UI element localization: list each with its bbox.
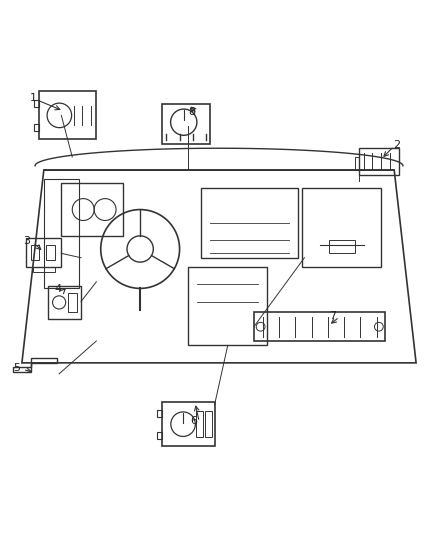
Text: 5: 5 bbox=[13, 363, 20, 373]
Bar bbox=[162, 104, 210, 144]
Bar bbox=[254, 312, 385, 341]
Text: 4: 4 bbox=[54, 284, 61, 294]
Bar bbox=[196, 411, 203, 437]
Bar bbox=[302, 188, 381, 266]
Bar bbox=[157, 432, 162, 439]
Bar bbox=[48, 286, 81, 319]
Bar bbox=[31, 245, 39, 260]
Bar bbox=[61, 183, 123, 236]
Bar bbox=[39, 91, 96, 140]
Text: 2: 2 bbox=[393, 140, 400, 150]
Bar bbox=[355, 157, 359, 170]
Text: 3: 3 bbox=[24, 236, 31, 246]
Bar bbox=[201, 188, 298, 258]
Bar bbox=[68, 293, 77, 312]
Bar bbox=[34, 100, 39, 107]
Bar bbox=[34, 124, 39, 131]
Bar bbox=[33, 266, 55, 272]
Bar bbox=[188, 266, 267, 345]
Text: 8: 8 bbox=[188, 107, 195, 117]
Bar bbox=[359, 148, 399, 174]
Bar bbox=[26, 238, 61, 266]
Bar bbox=[328, 240, 355, 253]
Bar bbox=[44, 179, 79, 288]
Text: 1: 1 bbox=[29, 93, 36, 103]
Text: 6: 6 bbox=[191, 416, 198, 426]
Text: 7: 7 bbox=[329, 311, 336, 320]
Bar bbox=[46, 245, 55, 260]
Bar bbox=[205, 411, 212, 437]
Bar bbox=[162, 402, 215, 446]
Bar bbox=[157, 410, 162, 417]
